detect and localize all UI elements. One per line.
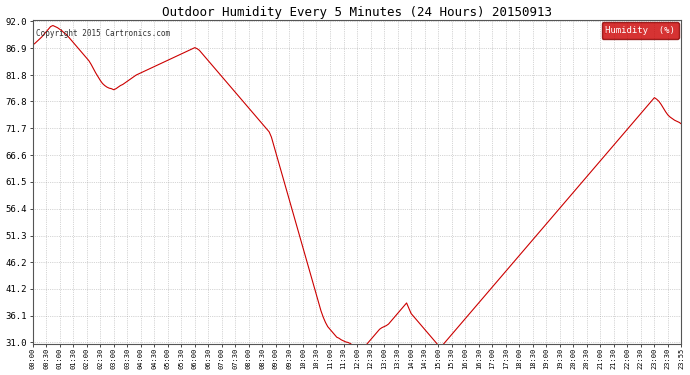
Title: Outdoor Humidity Every 5 Minutes (24 Hours) 20150913: Outdoor Humidity Every 5 Minutes (24 Hou… (162, 6, 552, 18)
Legend: Humidity  (%): Humidity (%) (602, 22, 679, 39)
Text: Copyright 2015 Cartronics.com: Copyright 2015 Cartronics.com (36, 30, 170, 39)
